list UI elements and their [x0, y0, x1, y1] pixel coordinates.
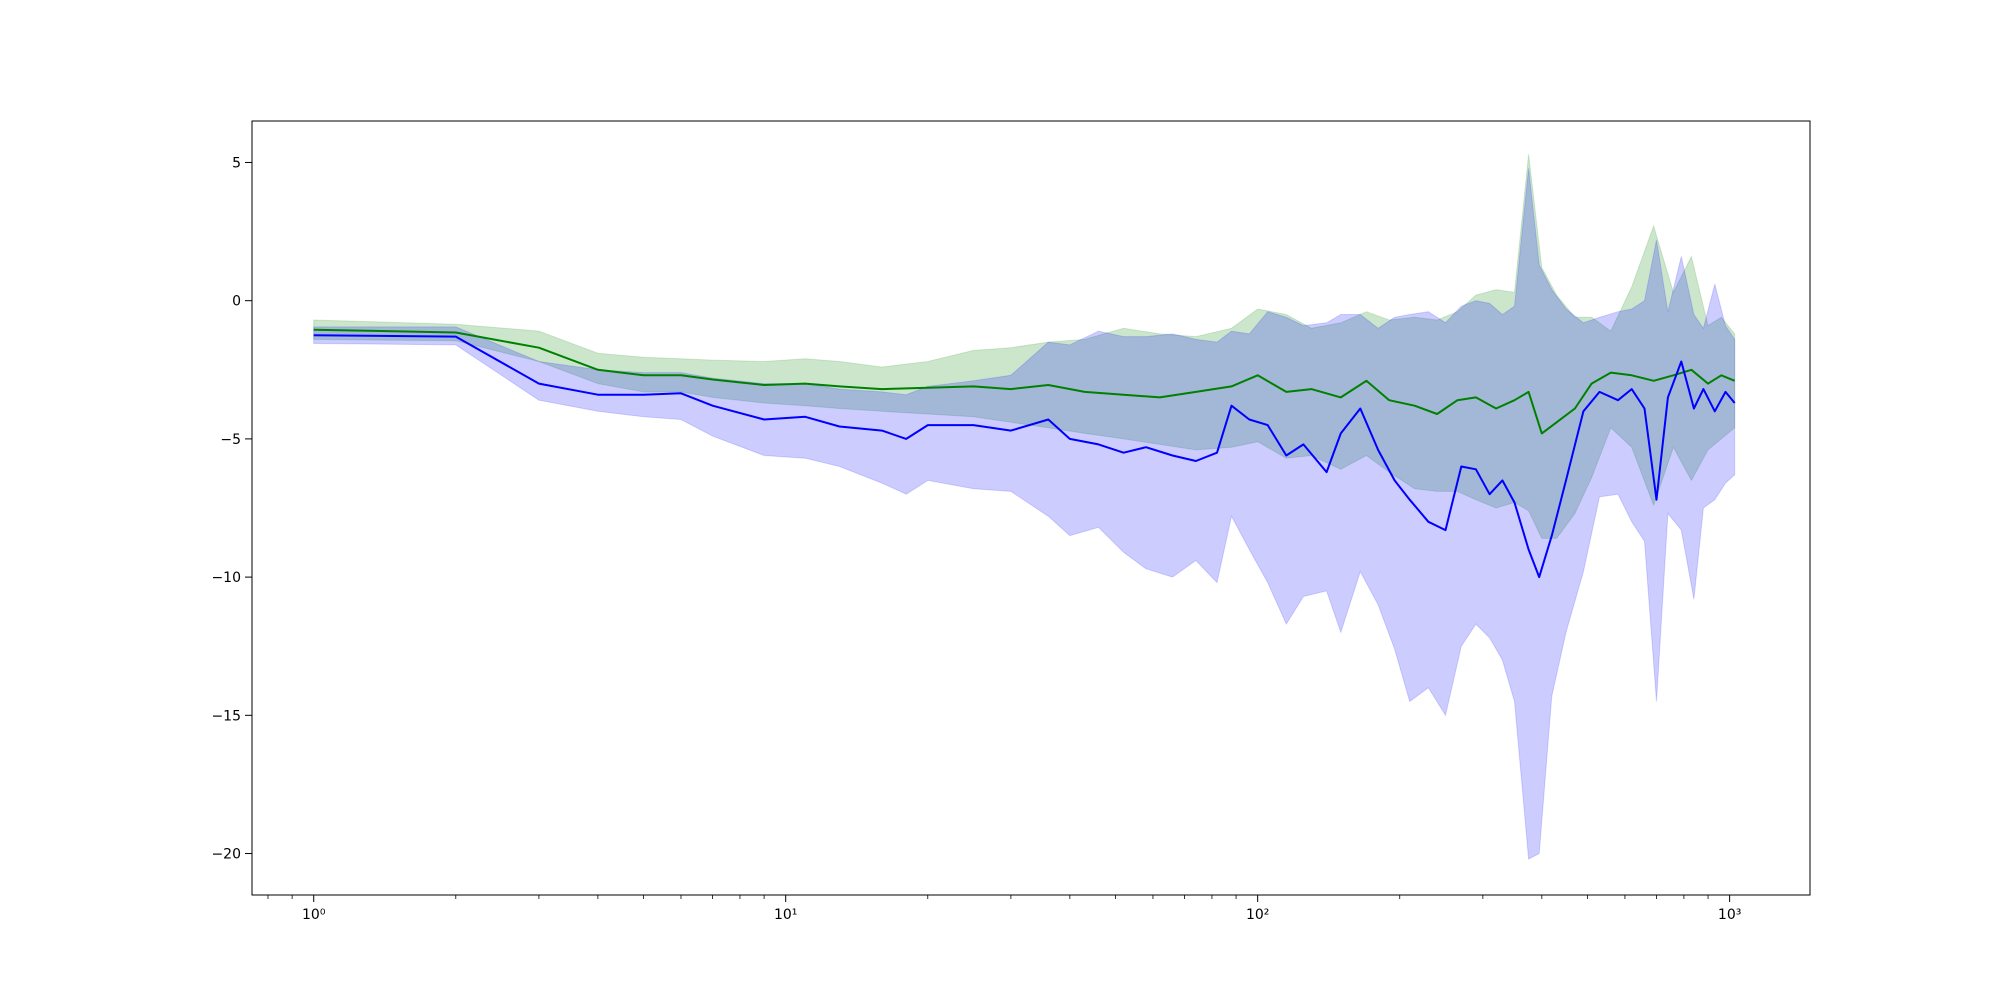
series-lines [313, 328, 1736, 579]
x-tick-label-0: 10⁰ [302, 907, 326, 923]
y-tick-label-5: −20 [211, 847, 241, 863]
y-tick-label-1: 0 [232, 294, 241, 310]
series-1-line [313, 328, 1736, 435]
x-tick-label-3: 10³ [1718, 907, 1741, 923]
y-tick-label-0: 5 [232, 155, 241, 171]
plot-frame [251, 120, 1811, 896]
y-tick-label-2: −5 [220, 432, 241, 448]
x-tick-label-1: 10¹ [774, 907, 797, 923]
series-2-band [313, 167, 1736, 860]
y-axis: 5 0 −5 −10 −15 −20 [211, 155, 252, 863]
series-2-line [313, 334, 1736, 579]
y-tick-label-3: −10 [211, 570, 241, 586]
confidence-bands [313, 154, 1736, 860]
x-axis: 10⁰ 10¹ 10² 10³ [267, 895, 1741, 923]
series-1-band [313, 154, 1736, 539]
y-tick-label-4: −15 [211, 708, 241, 724]
x-tick-label-2: 10² [1246, 907, 1269, 923]
